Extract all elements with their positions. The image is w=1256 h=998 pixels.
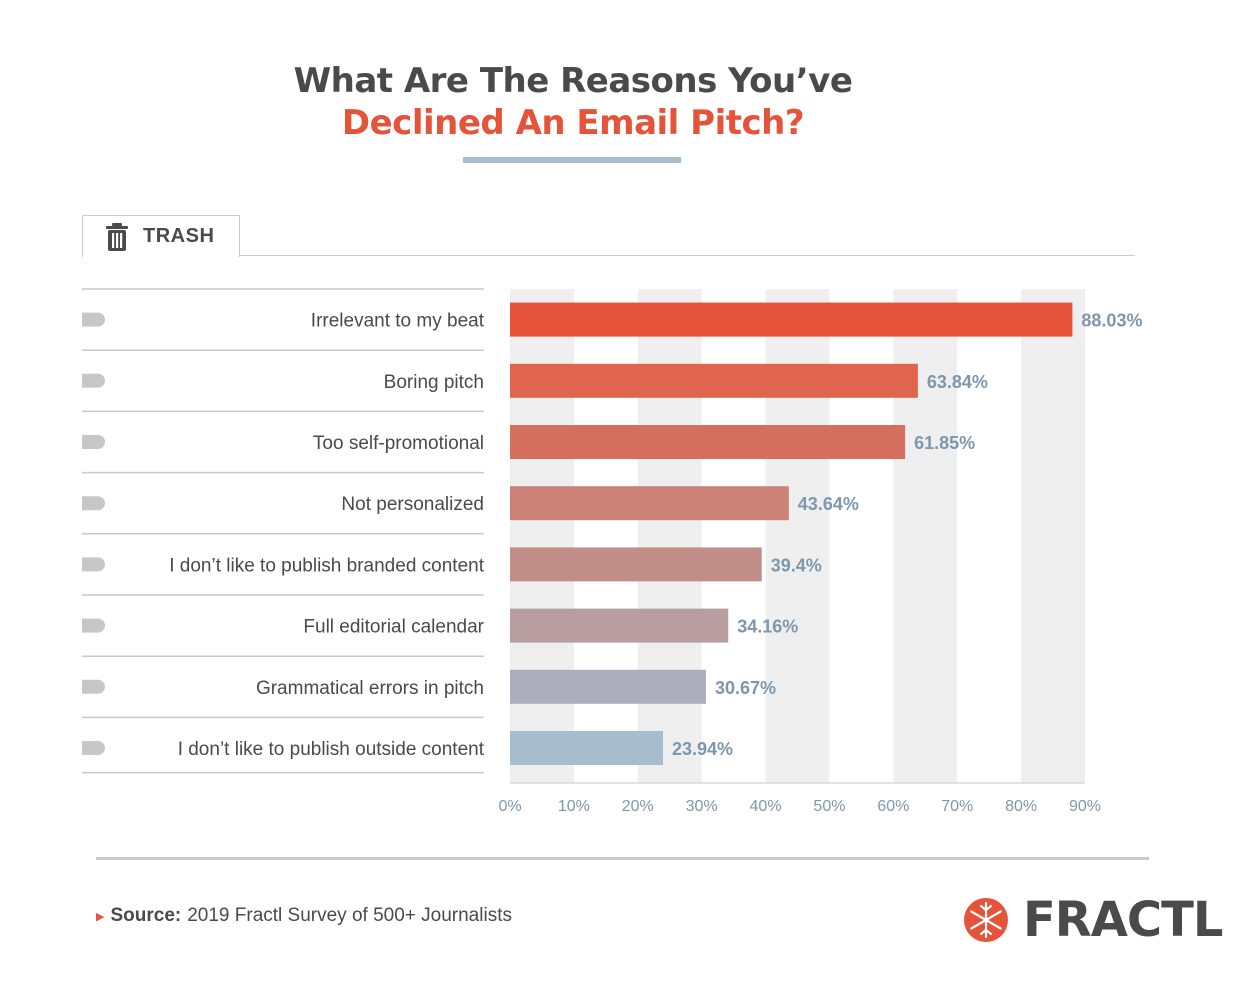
x-tick-label: 70% [941, 798, 973, 815]
bar [510, 731, 663, 765]
value-label: 34.16% [737, 617, 798, 637]
bar [510, 363, 918, 398]
x-tick-label: 80% [1005, 798, 1037, 815]
category-label: Grammatical errors in pitch [256, 678, 484, 699]
tag-icon [82, 679, 106, 694]
x-tick-label: 10% [558, 798, 590, 815]
category-label: Irrelevant to my beat [311, 311, 485, 332]
bullet-arrow-icon: ▶ [96, 910, 105, 923]
tab-trash: TRASH [82, 215, 240, 257]
footer-divider [96, 857, 1149, 860]
value-label: 23.94% [672, 739, 733, 759]
value-label: 39.4% [771, 555, 822, 575]
tab-baseline [240, 255, 1135, 256]
x-tick-label: 30% [686, 798, 718, 815]
bar [510, 608, 729, 643]
source-label: Source: [110, 905, 182, 926]
category-label: I don’t like to publish outside content [178, 739, 485, 760]
bar [510, 486, 789, 521]
category-label: I don’t like to publish branded content [169, 555, 484, 576]
bar [510, 669, 706, 704]
bar [510, 302, 1073, 337]
value-label: 43.64% [798, 494, 859, 514]
title-underline [463, 157, 681, 163]
grid-band [637, 289, 702, 783]
title-line-1: What Are The Reasons You’ve [293, 61, 853, 101]
trash-icon [106, 222, 128, 251]
tag-icon [82, 618, 106, 633]
title-line-2: Declined An Email Pitch? [341, 103, 805, 143]
x-tick-label: 90% [1069, 798, 1101, 815]
grid-band [893, 289, 958, 783]
bar [510, 547, 762, 582]
x-tick-label: 60% [877, 798, 909, 815]
value-label: 61.85% [914, 433, 975, 453]
value-label: 30.67% [715, 678, 776, 698]
category-label: Not personalized [341, 494, 484, 515]
tab-label: TRASH [143, 225, 215, 247]
x-tick-label: 0% [498, 798, 521, 815]
category-label: Full editorial calendar [303, 617, 484, 638]
tag-icon [82, 496, 106, 511]
tag-icon [82, 557, 106, 572]
chart-title: What Are The Reasons You’ve Declined An … [0, 60, 1146, 144]
fractl-emblem-icon [964, 898, 1008, 942]
tag-icon [82, 741, 105, 755]
x-tick-label: 50% [813, 798, 845, 815]
fractl-logo: FRACTL [963, 892, 1223, 948]
bar [510, 425, 906, 459]
category-label: Too self-promotional [313, 433, 484, 454]
brand-name: FRACTL [1023, 892, 1223, 948]
tag-icon [82, 373, 106, 388]
category-label: Boring pitch [384, 372, 484, 393]
grid-band [1021, 289, 1085, 783]
value-label: 88.03% [1081, 311, 1142, 331]
grid-band [510, 289, 574, 783]
tag-icon [82, 435, 105, 449]
source-note: ▶ Source: 2019 Fractl Survey of 500+ Jou… [96, 905, 512, 927]
value-label: 63.84% [927, 372, 988, 392]
x-tick-label: 20% [622, 798, 654, 815]
grid-band [765, 289, 830, 783]
source-text: 2019 Fractl Survey of 500+ Journalists [187, 905, 512, 926]
x-tick-label: 40% [750, 798, 782, 815]
tag-icon [82, 312, 106, 327]
